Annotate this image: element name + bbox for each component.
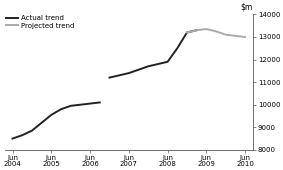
Legend: Actual trend, Projected trend: Actual trend, Projected trend (3, 12, 77, 32)
Text: $m: $m (241, 3, 253, 12)
